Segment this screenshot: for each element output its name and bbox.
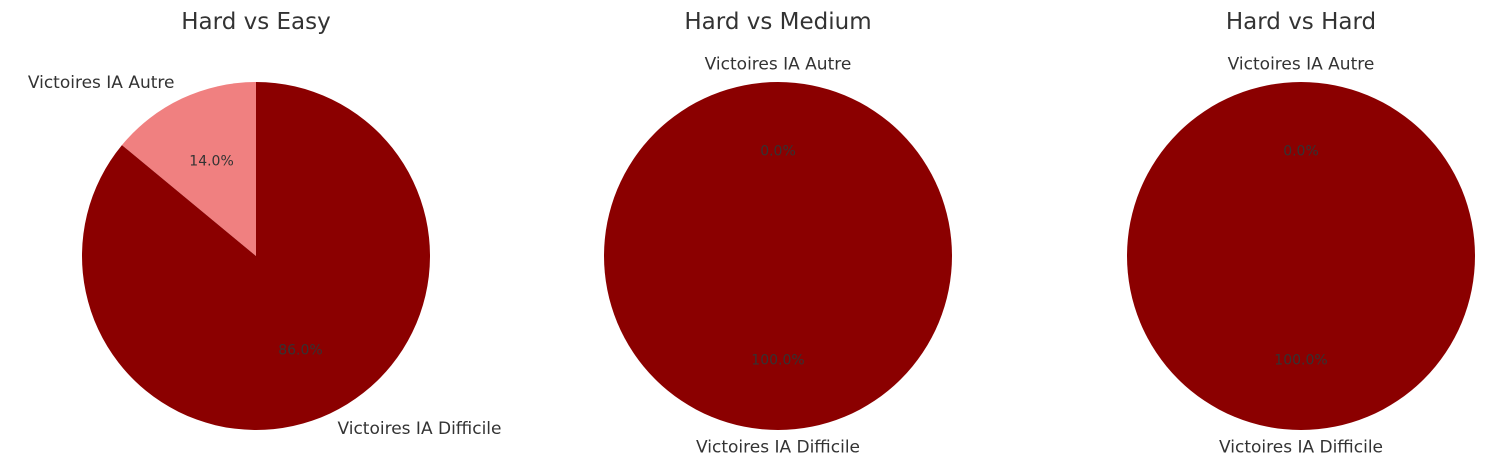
pie-chart-3: Hard vs Hard Victoires IA Autre 0.0% Victoi… bbox=[1127, 9, 1475, 457]
slice-percentage: 100.0% bbox=[1274, 352, 1327, 368]
slice-percentage: 14.0% bbox=[189, 154, 233, 170]
slice-label: Victoires IA Autre bbox=[28, 73, 175, 93]
slice-percentage: 0.0% bbox=[1283, 144, 1319, 160]
slice-percentage: 0.0% bbox=[760, 144, 796, 160]
slice-percentage: 100.0% bbox=[751, 352, 804, 368]
pie-slice bbox=[604, 82, 952, 430]
pie-chart-2: Hard vs Medium Victoires IA Autre 0.0% Vict… bbox=[604, 9, 952, 457]
slice-label: Victoires IA Autre bbox=[705, 55, 852, 75]
chart-title: Hard vs Hard bbox=[1226, 9, 1376, 35]
slice-label: Victoires IA Difficile bbox=[696, 437, 860, 457]
pie-chart-1: Hard vs Easy Victoires IA Autre 14.0% Victo… bbox=[28, 9, 502, 439]
pie-slice bbox=[1127, 82, 1475, 430]
slice-label: Victoires IA Difficile bbox=[337, 419, 501, 439]
chart-title: Hard vs Medium bbox=[684, 9, 871, 35]
chart-title: Hard vs Easy bbox=[181, 9, 330, 35]
pie-slice bbox=[121, 82, 256, 256]
slice-label: Victoires IA Difficile bbox=[1219, 437, 1383, 457]
slice-percentage: 86.0% bbox=[278, 342, 322, 358]
pie-slice bbox=[81, 82, 430, 430]
slice-label: Victoires IA Autre bbox=[1228, 55, 1375, 75]
